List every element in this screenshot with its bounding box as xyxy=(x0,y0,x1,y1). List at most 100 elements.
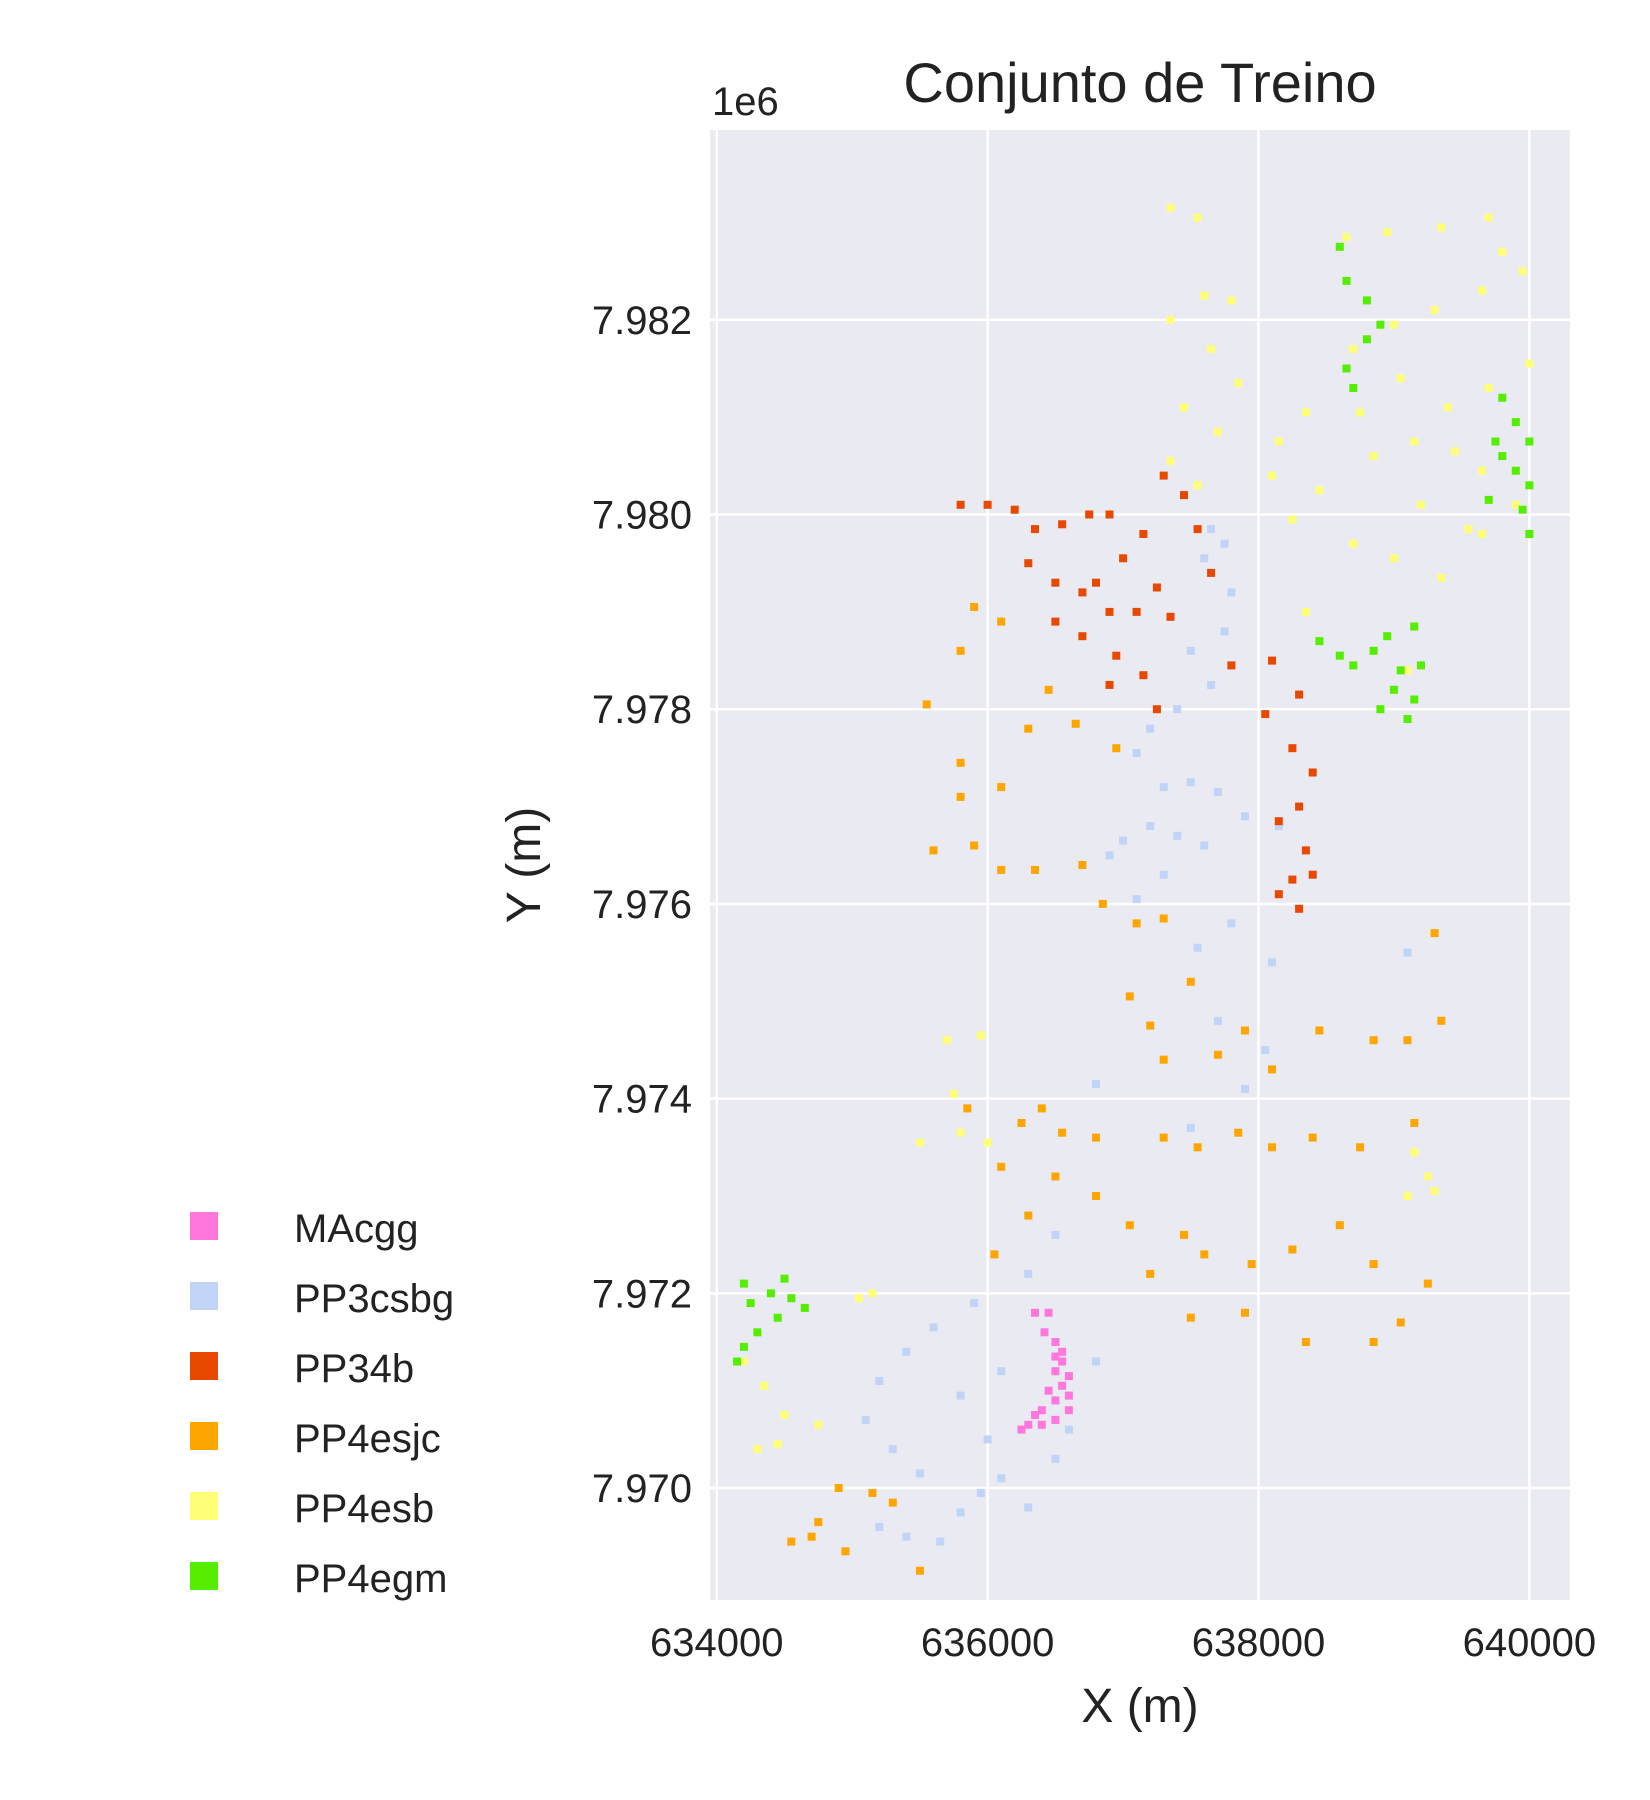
y-tick-label: 7.980 xyxy=(592,494,692,538)
data-point xyxy=(1031,1411,1039,1419)
data-point xyxy=(1241,1084,1249,1093)
data-point xyxy=(956,1391,965,1400)
data-point xyxy=(902,1532,911,1541)
data-point xyxy=(1193,525,1202,534)
data-point xyxy=(1132,749,1141,757)
data-point xyxy=(1423,1172,1432,1181)
data-point xyxy=(915,1138,924,1147)
data-point xyxy=(956,500,965,509)
data-point xyxy=(1335,651,1344,660)
data-point xyxy=(943,1036,951,1045)
data-point xyxy=(766,1289,775,1298)
data-point xyxy=(997,783,1006,792)
data-point xyxy=(1051,1352,1060,1361)
data-point xyxy=(1241,1026,1249,1035)
data-point xyxy=(1024,1503,1033,1512)
data-point xyxy=(1349,661,1358,670)
data-point xyxy=(915,1566,924,1575)
data-point xyxy=(902,1347,911,1356)
data-point xyxy=(1139,671,1148,680)
data-points xyxy=(733,203,1534,1575)
data-point xyxy=(1295,690,1304,699)
data-point xyxy=(1098,899,1107,908)
data-point xyxy=(1159,914,1168,923)
data-point xyxy=(1051,578,1060,587)
data-point xyxy=(875,1523,884,1531)
data-point xyxy=(868,1488,877,1497)
data-point xyxy=(1166,612,1175,621)
data-point xyxy=(1092,1192,1100,1200)
data-point xyxy=(1146,724,1155,733)
legend-marker xyxy=(190,1212,218,1240)
data-point xyxy=(1241,1308,1249,1317)
data-point xyxy=(1498,452,1507,461)
data-point xyxy=(1437,573,1446,582)
data-point xyxy=(1213,427,1222,436)
data-point xyxy=(1498,393,1507,402)
data-point xyxy=(1478,466,1486,475)
data-point xyxy=(888,1445,897,1454)
data-point xyxy=(956,758,965,767)
data-point xyxy=(1207,345,1216,353)
data-point xyxy=(1268,958,1276,967)
data-point xyxy=(1247,1260,1256,1269)
data-point xyxy=(1152,705,1161,714)
plot-background xyxy=(710,130,1570,1600)
data-point xyxy=(976,1031,985,1040)
data-point xyxy=(1349,345,1358,353)
data-point xyxy=(1010,505,1019,514)
data-point xyxy=(1410,1148,1419,1157)
data-point xyxy=(1125,992,1134,1001)
x-axis-label: X (m) xyxy=(1081,1680,1198,1733)
data-point xyxy=(773,1313,782,1322)
data-point xyxy=(1369,646,1378,655)
data-point xyxy=(800,1303,809,1312)
data-point xyxy=(1159,1133,1168,1142)
data-point xyxy=(1058,520,1067,529)
data-point xyxy=(997,865,1006,874)
data-point xyxy=(780,1411,789,1419)
data-point xyxy=(739,1342,748,1351)
data-point xyxy=(1491,437,1500,446)
data-point xyxy=(1396,1318,1405,1327)
data-point xyxy=(787,1537,796,1546)
data-point xyxy=(1159,783,1168,792)
data-point xyxy=(956,1508,965,1517)
data-point xyxy=(1180,491,1188,500)
data-point xyxy=(733,1357,742,1366)
data-point xyxy=(990,1250,999,1259)
data-point xyxy=(787,1294,796,1303)
data-point xyxy=(1268,1143,1276,1152)
data-point xyxy=(1132,895,1141,904)
data-point xyxy=(1511,418,1520,427)
data-point xyxy=(1478,530,1486,538)
data-point xyxy=(1017,1425,1026,1434)
data-point xyxy=(956,1128,965,1137)
data-point xyxy=(1186,778,1195,787)
data-point xyxy=(1037,1406,1046,1415)
data-point xyxy=(1464,525,1473,534)
data-point xyxy=(1152,583,1161,592)
data-point xyxy=(1288,1245,1297,1254)
data-point xyxy=(1383,632,1392,641)
data-point xyxy=(1369,1338,1378,1346)
data-point xyxy=(1078,861,1087,869)
data-point xyxy=(1064,1372,1073,1381)
data-point xyxy=(1444,403,1453,412)
data-point xyxy=(1078,588,1087,597)
data-point xyxy=(1085,510,1094,519)
data-point xyxy=(1423,1279,1432,1288)
legend-label: PP4egm xyxy=(294,1557,447,1601)
data-point xyxy=(1403,1036,1412,1045)
data-point xyxy=(1193,213,1202,222)
data-point xyxy=(997,617,1006,626)
data-point xyxy=(1044,685,1053,694)
data-point xyxy=(1105,851,1114,860)
data-point xyxy=(1146,1269,1155,1278)
data-point xyxy=(1031,525,1039,534)
data-point xyxy=(1051,1172,1060,1181)
data-point xyxy=(1301,408,1310,417)
y-tick-label: 7.970 xyxy=(592,1467,692,1511)
data-point xyxy=(1410,695,1419,704)
